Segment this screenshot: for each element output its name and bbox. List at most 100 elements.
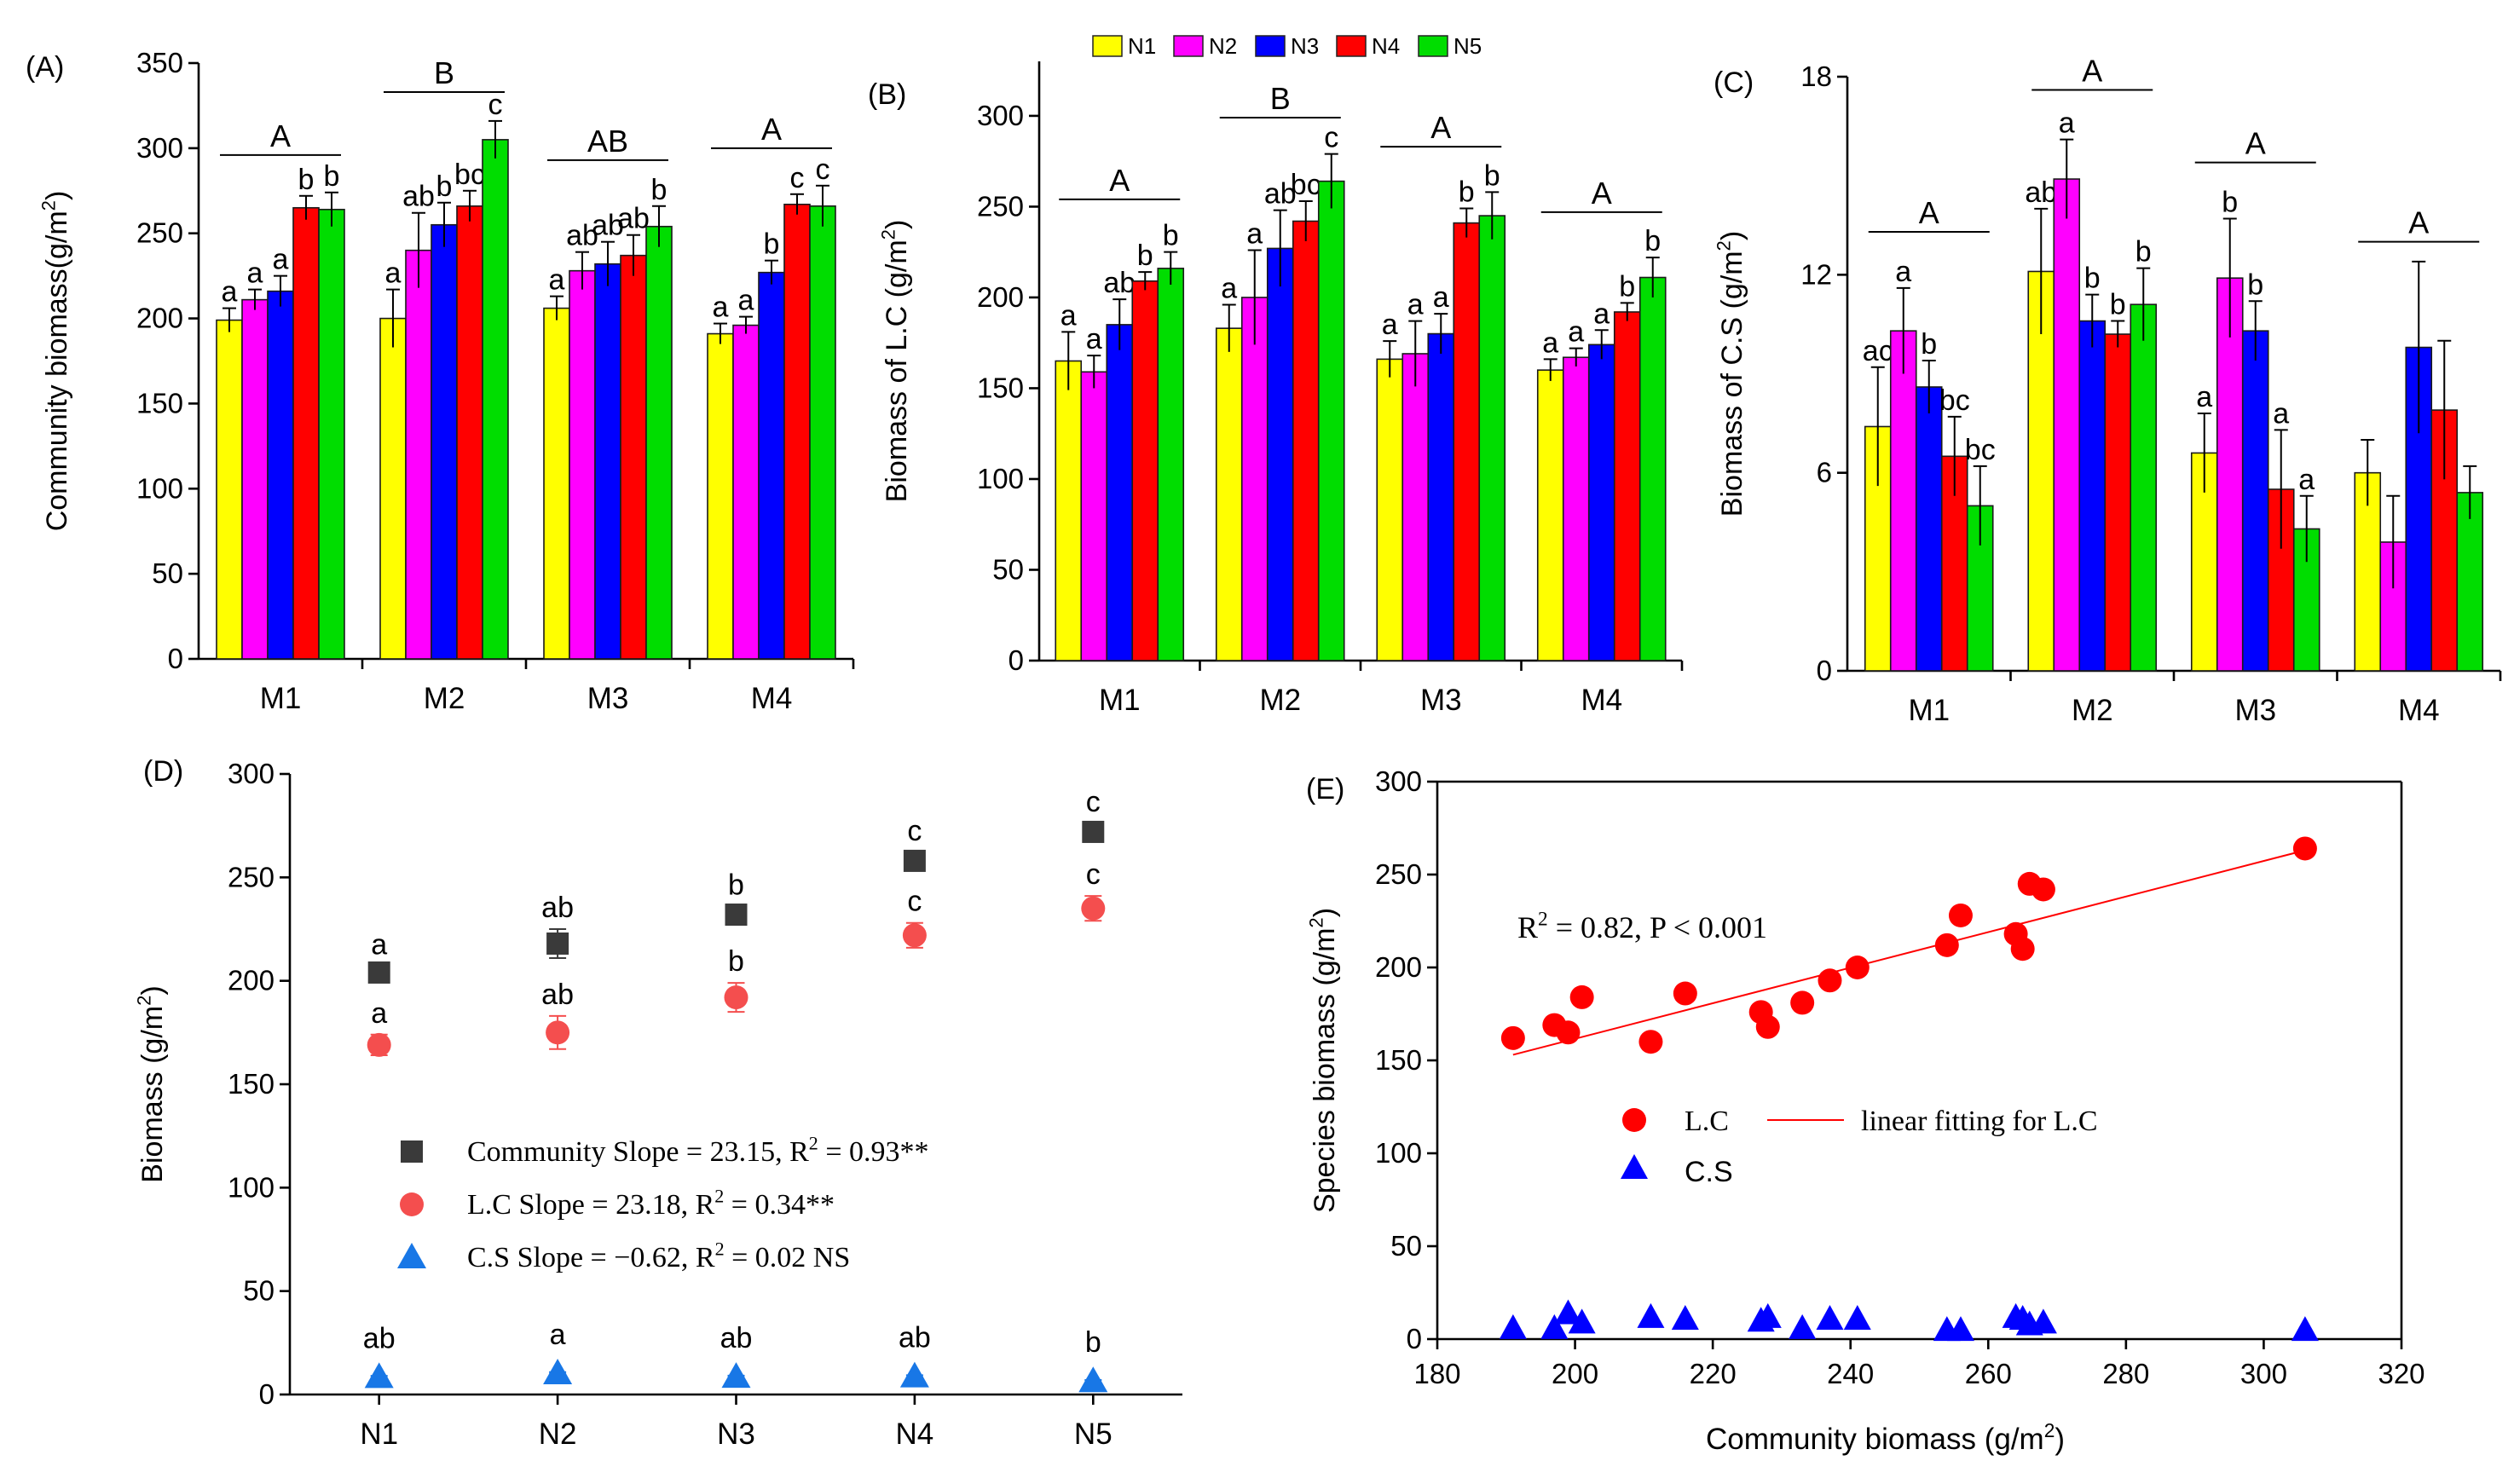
lc-point	[1845, 956, 1870, 979]
significance-letter: c	[907, 886, 922, 918]
group-letter: AB	[587, 124, 628, 159]
bar-n1-m1	[216, 319, 243, 660]
significance-letter: c	[1086, 858, 1101, 891]
y-tick-label: 250	[1375, 858, 1422, 890]
x-tick-label: N4	[896, 1418, 934, 1451]
significance-letter: a	[1221, 272, 1237, 304]
bar-n5-m3	[2292, 528, 2320, 672]
significance-letter: c	[790, 162, 805, 194]
panel-label: (C)	[1714, 66, 1754, 99]
community-marker	[1082, 820, 1105, 843]
legend-swatch-n2	[1173, 35, 1204, 57]
y-tick-label: 150	[1375, 1044, 1422, 1076]
x-tick-label: M2	[2072, 694, 2113, 727]
panel-c-cs-biomass-bars: 061218M1acabbcbcAM2ababbbAM3abbaaAM4A(C)…	[1713, 53, 2502, 727]
community-marker	[725, 904, 748, 927]
legend-text-tail: = 0.02 NS	[725, 1242, 851, 1273]
significance-letter: a	[2059, 107, 2075, 140]
y-tick-label: 250	[136, 217, 183, 249]
legend-text-main: C.S Slope = −0.62, R	[467, 1242, 715, 1273]
legend-text: C.S Slope = −0.62, R2 = 0.02 NS	[467, 1238, 850, 1273]
y-axis-title-tail: )	[41, 191, 73, 200]
cs-point	[1540, 1314, 1569, 1339]
bar-n1-m2	[1215, 327, 1243, 661]
x-tick-label: 180	[1413, 1358, 1460, 1389]
y-tick-label: 0	[1008, 644, 1024, 676]
lc-point	[1818, 968, 1842, 993]
significance-letter: ab	[1264, 178, 1297, 211]
significance-letter: a	[738, 285, 754, 317]
x-axis-title-main: Community biomass (g/m	[1706, 1423, 2044, 1456]
x-tick-label: 260	[1965, 1358, 2012, 1389]
cs-point	[1754, 1302, 1782, 1328]
legend-swatch-n5	[1418, 35, 1448, 57]
bar-n3-m2	[2078, 320, 2107, 672]
significance-letter: a	[550, 1319, 566, 1351]
cs-point	[1637, 1302, 1665, 1328]
bar-n5-m3	[1478, 215, 1506, 661]
x-tick-label: M1	[260, 682, 302, 715]
significance-letter: a	[247, 257, 263, 290]
significance-letter: b	[2247, 269, 2263, 301]
group-letter: A	[1919, 195, 1939, 230]
fit-annotation: R2 = 0.82, P < 0.001	[1517, 909, 1767, 944]
significance-letter: a	[1895, 256, 1911, 288]
significance-letter: bc	[454, 159, 485, 191]
bar-n3-m3	[2241, 330, 2269, 672]
bar-n4-m4	[1613, 311, 1641, 661]
bar-n1-m2	[379, 317, 407, 660]
legend-label-n3: N3	[1291, 33, 1319, 59]
y-axis-title-tail: )	[136, 985, 169, 995]
significance-letter: a	[385, 257, 402, 290]
bar-n4-m3	[620, 254, 647, 660]
y-axis-title-main: Community biomass(g/m	[41, 211, 73, 531]
significance-letter: b	[436, 170, 453, 203]
significance-letter: b	[764, 228, 780, 261]
bar-n3-m2	[431, 223, 458, 660]
significance-letter: b	[1484, 159, 1500, 192]
bar-n4-m1	[1131, 280, 1159, 661]
bar-n2-m3	[1401, 353, 1430, 661]
bar-n1-m3	[1376, 358, 1404, 661]
bar-n2-m2	[2053, 178, 2081, 672]
significance-letter: a	[1246, 218, 1263, 251]
legend-text-sup: 2	[714, 1185, 724, 1206]
x-axis-title-sup: 2	[2044, 1419, 2055, 1441]
significance-letter: b	[1137, 240, 1153, 272]
legend-label-n1: N1	[1128, 33, 1156, 59]
significance-letter: b	[1921, 328, 1937, 361]
x-tick-label: 200	[1552, 1358, 1598, 1389]
x-tick-label: M2	[1259, 684, 1301, 717]
bar-n3-m4	[1587, 344, 1615, 661]
legend-text-tail: = 0.34**	[724, 1189, 835, 1221]
bar-n1-m3	[543, 307, 570, 660]
bar-n3-m2	[1266, 247, 1294, 661]
legend-text: Community Slope = 23.15, R2 = 0.93**	[467, 1132, 929, 1168]
bar-n1-m1	[1055, 360, 1083, 661]
lc-point	[1755, 1014, 1780, 1039]
bar-n2-m4	[1562, 356, 1590, 661]
significance-letter: a	[1593, 297, 1610, 330]
y-tick-label: 50	[1390, 1230, 1422, 1262]
y-tick-label: 6	[1817, 457, 1832, 488]
x-tick-label: M4	[751, 682, 793, 715]
y-tick-label: 100	[1375, 1137, 1422, 1169]
cs-marker	[899, 1361, 929, 1388]
significance-letter: b	[1163, 220, 1179, 252]
panel-label: (A)	[26, 51, 64, 84]
legend-text-tail: = 0.93**	[818, 1136, 929, 1168]
y-axis-title: Biomass of L.C (g/m2)	[877, 220, 913, 503]
lc-point	[2010, 937, 2035, 961]
bar-n2-m2	[405, 249, 432, 660]
legend-text-main: Community Slope = 23.15, R	[467, 1136, 809, 1168]
lc-marker	[546, 1020, 570, 1045]
significance-letter: bc	[1291, 169, 1321, 201]
cs-point	[2029, 1308, 2057, 1334]
y-axis-title-tail: )	[881, 220, 913, 229]
community-marker	[903, 849, 926, 872]
x-tick-label: M3	[1420, 684, 1462, 717]
group-letter: B	[1270, 81, 1291, 116]
fit-annotation-sup: 2	[1538, 909, 1548, 931]
significance-letter: b	[1459, 176, 1475, 209]
cs-marker	[543, 1359, 573, 1385]
